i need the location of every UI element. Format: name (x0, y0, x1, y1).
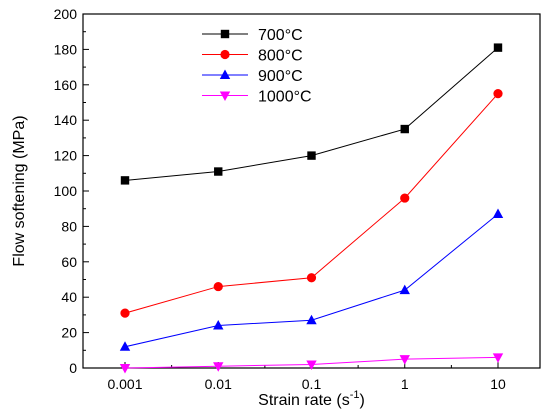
data-point (119, 341, 131, 351)
y-axis-title: Flow softening (MPa) (11, 115, 28, 266)
data-point (120, 308, 130, 318)
data-point (306, 273, 317, 283)
y-tick-label: 160 (54, 77, 78, 93)
series-layer (119, 43, 504, 374)
legend-label: 900°C (258, 68, 303, 85)
x-tick-label: 0.01 (205, 376, 232, 392)
x-axis-title-main: Strain rate (s (258, 392, 350, 409)
data-point (492, 353, 504, 363)
y-tick-label: 120 (54, 148, 78, 164)
y-tick-label: 80 (61, 218, 77, 234)
data-point (399, 284, 410, 295)
data-point (493, 89, 503, 99)
x-axis-title-superscript: -1 (350, 389, 360, 401)
legend: 700°C 800°C 900°C 1000°C (202, 27, 312, 106)
x-axis-title-end: ) (360, 392, 365, 409)
y-tick-label: 40 (61, 289, 77, 305)
legend-item: 700°C (202, 27, 303, 44)
data-point (213, 362, 224, 372)
legend-item: 900°C (202, 68, 303, 85)
data-point (306, 360, 317, 370)
series-3 (119, 353, 504, 374)
data-point (399, 355, 410, 365)
legend-label: 700°C (258, 27, 303, 44)
data-point (306, 314, 317, 325)
data-point (400, 124, 409, 134)
y-tick-label: 60 (61, 254, 77, 270)
y-tick-label: 140 (54, 112, 78, 128)
data-point (119, 364, 131, 374)
x-tick-label: 0.001 (107, 376, 142, 392)
legend-label: 1000°C (258, 89, 312, 106)
legend-marker (220, 49, 230, 60)
legend-label: 800°C (258, 48, 303, 65)
legend-item: 1000°C (202, 89, 312, 106)
series-2 (119, 208, 504, 351)
y-tick-label: 100 (54, 183, 78, 199)
plot-area: 0 20 40 60 80 100 120 140 160 180 200 0.001 0.01 0.1… (54, 6, 541, 392)
y-axis: 0 20 40 60 80 100 120 140 160 180 200 (54, 6, 89, 376)
series-1 (120, 89, 503, 318)
x-tick-label: 0.1 (302, 376, 322, 392)
x-axis: 0.001 0.01 0.1 1 10 (107, 362, 506, 392)
series-0 (120, 43, 503, 185)
y-tick-label: 200 (54, 6, 78, 22)
data-point (493, 43, 503, 52)
data-point (120, 176, 130, 185)
y-tick-label: 180 (54, 41, 78, 57)
data-point (213, 320, 224, 330)
data-point (213, 281, 223, 292)
data-point (492, 208, 504, 219)
legend-marker (219, 91, 231, 101)
legend-item: 800°C (202, 48, 303, 65)
data-point (400, 193, 410, 203)
y-tick-label: 0 (69, 360, 77, 376)
legend-marker (220, 29, 230, 39)
data-point (307, 151, 316, 160)
series-line (124, 47, 499, 181)
y-tick-label: 20 (61, 325, 77, 341)
x-tick-label: 1 (401, 376, 409, 392)
x-axis-title: Strain rate (s-1) (258, 389, 365, 409)
legend-marker (219, 69, 231, 79)
x-tick-label: 10 (490, 376, 506, 392)
data-point (214, 167, 223, 176)
